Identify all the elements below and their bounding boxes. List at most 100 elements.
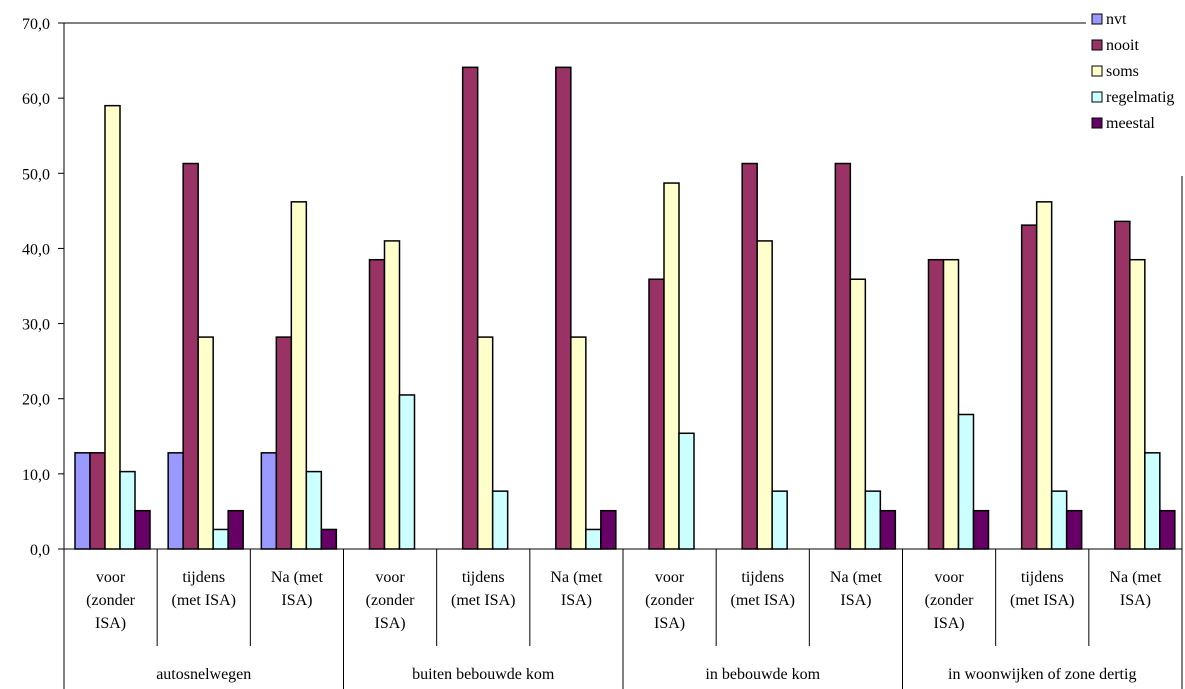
bar-regelmatig-9 bbox=[957, 413, 975, 550]
bar-nvt-1 bbox=[167, 452, 184, 550]
bar-nooit-4 bbox=[461, 66, 479, 550]
x-category-label: (zonder bbox=[366, 592, 416, 609]
bar-regelmatig-11 bbox=[1144, 452, 1161, 550]
legend-swatch-meestal bbox=[1091, 117, 1103, 129]
bar-soms-11 bbox=[1129, 258, 1146, 550]
bar-nooit-10 bbox=[1020, 224, 1038, 550]
legend-swatch-nooit bbox=[1091, 39, 1103, 51]
x-axis: voor (zonder ISA) tijdens (met ISA) Na (met IS… bbox=[63, 548, 1183, 689]
x-category-label: (met ISA) bbox=[731, 592, 795, 609]
bar-meestal-9 bbox=[972, 509, 990, 550]
x-group-label: buiten bebouwde kom bbox=[412, 666, 555, 683]
x-category-label: tijdens bbox=[462, 569, 505, 586]
bar-nvt-0 bbox=[74, 452, 91, 550]
bar-regelmatig-7 bbox=[771, 490, 788, 550]
bar-meestal-1 bbox=[227, 509, 244, 550]
bar-soms-1 bbox=[197, 336, 214, 550]
legend-label-nooit: nooit bbox=[1106, 37, 1139, 54]
y-tick-label: 40,0 bbox=[22, 241, 50, 258]
bar-nooit-6 bbox=[648, 278, 665, 550]
bar-soms-0 bbox=[104, 104, 121, 550]
x-category-label: (met ISA) bbox=[1010, 592, 1074, 609]
bar-regelmatig-1 bbox=[212, 528, 229, 550]
x-category-label: voor bbox=[96, 569, 126, 586]
x-category-label: ISA) bbox=[95, 615, 126, 632]
x-category-label: (met ISA) bbox=[451, 592, 515, 609]
bar-meestal-8 bbox=[879, 509, 897, 550]
legend-background bbox=[1086, 4, 1185, 176]
x-category-label: ISA) bbox=[840, 592, 871, 609]
legend-label-soms: soms bbox=[1106, 63, 1139, 80]
bar-regelmatig-5 bbox=[585, 528, 602, 550]
bar-soms-2 bbox=[290, 201, 308, 550]
bar-soms-7 bbox=[756, 240, 773, 550]
x-category-label: ISA) bbox=[375, 615, 406, 632]
legend: nvt nooit soms regelmatig meestal bbox=[1086, 4, 1185, 176]
x-category-label: voor bbox=[375, 569, 405, 586]
x-category-label: ISA) bbox=[934, 615, 965, 632]
x-category-label: ISA) bbox=[654, 615, 685, 632]
bar-meestal-11 bbox=[1159, 509, 1176, 550]
x-category-label: ISA) bbox=[561, 592, 592, 609]
x-category-label: tijdens bbox=[741, 569, 784, 586]
x-group-label: in bebouwde kom bbox=[705, 666, 820, 683]
bar-meestal-2 bbox=[320, 528, 338, 550]
bar-meestal-0 bbox=[134, 509, 151, 550]
bar-regelmatig-3 bbox=[398, 394, 416, 550]
y-tick-label: 60,0 bbox=[22, 91, 50, 108]
legend-swatch-nvt bbox=[1091, 13, 1103, 25]
y-axis: 0,0 10,0 20,0 30,0 40,0 50,0 60,0 70,0 bbox=[22, 16, 1183, 559]
bar-nooit-3 bbox=[368, 258, 386, 550]
y-tick-label: 10,0 bbox=[22, 467, 50, 484]
bar-regelmatig-10 bbox=[1050, 490, 1068, 550]
legend-label-nvt: nvt bbox=[1106, 11, 1127, 28]
x-group-label: in woonwijken of zone dertig bbox=[948, 666, 1136, 683]
legend-swatch-soms bbox=[1091, 65, 1103, 77]
x-category-label: Na (met bbox=[830, 569, 883, 586]
x-category-label: ISA) bbox=[281, 592, 312, 609]
bar-soms-5 bbox=[570, 336, 587, 550]
x-category-label: tijdens bbox=[182, 569, 225, 586]
y-tick-label: 30,0 bbox=[22, 317, 50, 334]
bar-nooit-7 bbox=[741, 162, 758, 550]
bar-soms-4 bbox=[476, 336, 494, 550]
bar-regelmatig-8 bbox=[864, 490, 882, 550]
bar-soms-8 bbox=[849, 278, 867, 550]
y-tick-label: 0,0 bbox=[30, 542, 50, 559]
x-category-label: ISA) bbox=[1120, 592, 1151, 609]
bar-regelmatig-0 bbox=[119, 470, 136, 550]
x-category-label: voor bbox=[934, 569, 964, 586]
bar-meestal-5 bbox=[600, 509, 617, 550]
x-category-label: (zonder bbox=[925, 592, 975, 609]
x-category-label: Na (met bbox=[271, 569, 324, 586]
bars bbox=[74, 66, 1176, 550]
bar-nooit-0 bbox=[89, 452, 106, 550]
bar-soms-10 bbox=[1035, 201, 1053, 550]
legend-label-regelmatig: regelmatig bbox=[1106, 89, 1174, 106]
x-category-label: Na (met bbox=[550, 569, 603, 586]
x-category-label: tijdens bbox=[1021, 569, 1064, 586]
bar-nooit-11 bbox=[1114, 220, 1131, 550]
bar-nooit-9 bbox=[927, 258, 945, 550]
bar-nooit-8 bbox=[834, 162, 852, 550]
x-category-label: voor bbox=[655, 569, 685, 586]
legend-label-meestal: meestal bbox=[1106, 115, 1155, 132]
x-group-label: autosnelwegen bbox=[156, 666, 251, 683]
bar-soms-9 bbox=[942, 258, 960, 550]
bar-regelmatig-6 bbox=[678, 432, 695, 550]
bar-regelmatig-4 bbox=[491, 490, 509, 550]
bar-meestal-10 bbox=[1065, 509, 1083, 550]
y-tick-label: 70,0 bbox=[22, 16, 50, 33]
legend-swatch-regelmatig bbox=[1091, 91, 1103, 103]
y-tick-label: 50,0 bbox=[22, 166, 50, 183]
bar-soms-3 bbox=[383, 240, 401, 550]
x-category-label: Na (met bbox=[1109, 569, 1162, 586]
bar-nooit-2 bbox=[275, 336, 293, 550]
bar-nooit-1 bbox=[182, 162, 199, 550]
bar-soms-6 bbox=[663, 182, 680, 550]
x-category-label: (zonder bbox=[645, 592, 695, 609]
bar-nvt-2 bbox=[260, 452, 278, 550]
y-tick-label: 20,0 bbox=[22, 392, 50, 409]
bar-nooit-5 bbox=[555, 66, 572, 550]
